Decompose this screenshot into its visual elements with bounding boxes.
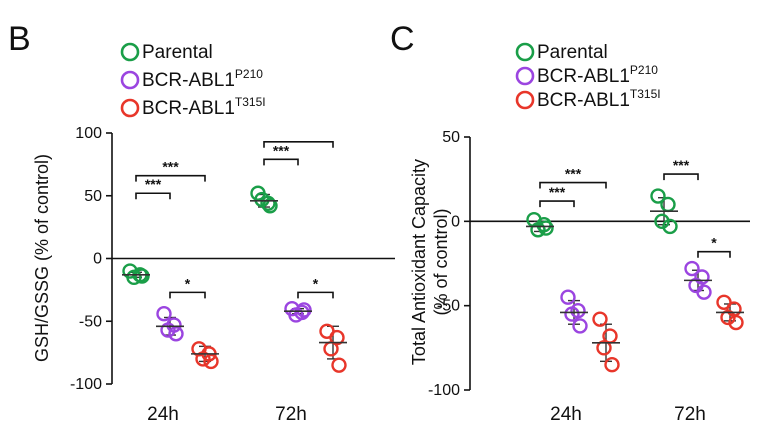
data-point (650, 188, 666, 204)
legend-label-base: BCR-ABL1 (142, 98, 235, 119)
data-point (160, 322, 176, 338)
legend-marker (515, 66, 535, 86)
significance-label: *** (549, 184, 566, 200)
significance-bracket (135, 192, 171, 200)
y-tick-label: 100 (75, 125, 102, 142)
legend-label: BCR-ABL1P210 (537, 63, 658, 87)
data-point (203, 353, 219, 370)
significance-bracket (297, 291, 334, 299)
legend-label: BCR-ABL1T315I (537, 87, 661, 111)
data-point (538, 220, 554, 236)
legend-label-base: BCR-ABL1 (537, 66, 630, 87)
panel-label-c: C (390, 20, 415, 58)
y-tick-label: 50 (442, 129, 460, 146)
legend-marker (120, 42, 140, 62)
x-category-label: 72h (674, 404, 706, 425)
legend-label-base: BCR-ABL1 (142, 70, 235, 91)
data-point (288, 307, 304, 323)
legend-label-base: Parental (142, 42, 213, 63)
data-point (684, 260, 700, 277)
data-point (156, 306, 172, 322)
significance-bracket (169, 291, 206, 299)
legend-label: Parental (537, 42, 608, 63)
data-point (195, 351, 211, 367)
significance-label: *** (273, 142, 290, 158)
data-point (592, 311, 608, 327)
data-point (564, 306, 580, 322)
y-tick-label: 50 (84, 188, 102, 205)
significance-label: *** (162, 159, 179, 175)
significance-bracket (697, 250, 731, 258)
significance-bracket (263, 140, 334, 148)
data-point (572, 318, 588, 334)
data-point (560, 289, 576, 305)
y-axis-label: Total Antioxidant Capacity (409, 159, 429, 365)
significance-bracket (135, 174, 206, 182)
data-point (728, 314, 744, 331)
y-tick-label: -100 (70, 376, 102, 393)
significance-label: *** (145, 176, 162, 192)
x-category-label: 72h (275, 404, 307, 425)
significance-label: *** (565, 166, 582, 182)
data-point (296, 302, 312, 318)
y-tick-label: -50 (79, 313, 102, 330)
x-category-label: 24h (147, 404, 179, 425)
legend-marker (515, 90, 535, 110)
y-tick-label: -50 (437, 298, 460, 315)
legend-marker (120, 70, 140, 90)
data-point (323, 341, 339, 357)
panel-b: B ParentalBCR-ABL1P210BCR-ABL1T315I100500… (8, 20, 395, 425)
legend-label: Parental (142, 42, 213, 63)
legend-label-base: Parental (537, 42, 608, 63)
data-point (696, 284, 712, 300)
significance-label: * (185, 275, 191, 291)
panel-label-b: B (8, 20, 31, 58)
data-point (662, 218, 678, 235)
data-point (530, 222, 546, 238)
legend-label: BCR-ABL1T315I (142, 95, 266, 119)
legend-label-superscript: P210 (630, 63, 658, 77)
significance-bracket (263, 158, 299, 166)
data-point (262, 198, 278, 214)
legend-label-base: BCR-ABL1 (537, 90, 630, 111)
y-axis-label: GSH/GSSG (% of control) (32, 154, 52, 362)
panel-c: C ParentalBCR-ABL1P210BCR-ABL1T315I500-50… (390, 20, 750, 425)
legend-label-superscript: T315I (630, 87, 661, 101)
y-tick-label: 0 (93, 251, 102, 268)
legend-marker (120, 98, 140, 118)
legend-marker (515, 42, 535, 62)
significance-bracket (539, 200, 575, 208)
x-category-label: 24h (550, 404, 582, 425)
significance-label: * (313, 275, 319, 291)
y-tick-label: 0 (451, 213, 460, 230)
y-tick-label: -100 (428, 382, 460, 399)
legend-label-superscript: T315I (235, 95, 266, 109)
legend-label: BCR-ABL1P210 (142, 67, 263, 91)
data-point (168, 326, 184, 342)
data-point (654, 213, 670, 230)
significance-bracket (663, 173, 699, 181)
data-point (604, 357, 620, 373)
data-point (720, 309, 736, 326)
legend-label-superscript: P210 (235, 67, 263, 81)
data-point (134, 268, 150, 284)
data-point (126, 269, 142, 286)
data-point (331, 357, 347, 373)
significance-bracket (539, 181, 607, 189)
data-point (596, 340, 612, 356)
significance-label: * (711, 235, 717, 251)
y-axis-label: (% of control) (431, 208, 451, 315)
significance-label: *** (673, 157, 690, 173)
